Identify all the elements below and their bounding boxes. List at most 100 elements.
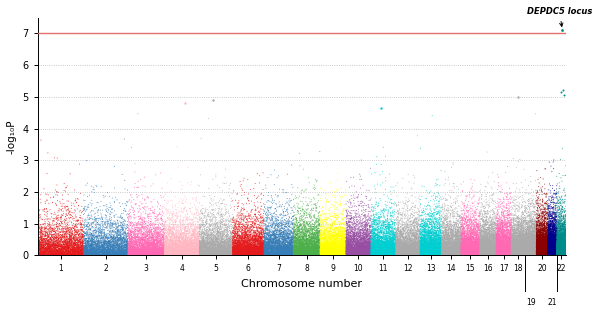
Point (367, 219, 376, 224)
Point (421, 251, 430, 256)
Point (301, 233, 311, 238)
Point (394, 228, 403, 233)
Point (304, 244, 313, 249)
Point (404, 253, 414, 258)
Point (544, 226, 553, 231)
Point (442, 243, 451, 248)
Point (529, 241, 539, 246)
Point (413, 249, 422, 255)
Point (389, 251, 398, 256)
Point (371, 249, 381, 254)
Point (557, 249, 567, 254)
Point (382, 251, 391, 256)
Point (203, 244, 213, 249)
Point (508, 238, 518, 243)
Point (467, 252, 477, 257)
Point (272, 238, 282, 243)
Point (557, 234, 567, 239)
Point (349, 240, 358, 245)
Point (61, 244, 71, 249)
Point (418, 244, 427, 249)
Point (325, 247, 334, 252)
Point (560, 241, 569, 246)
Point (109, 247, 118, 252)
Point (100, 242, 109, 247)
Point (389, 243, 399, 248)
Point (77, 251, 87, 256)
Point (416, 250, 426, 255)
Point (467, 240, 476, 245)
Point (125, 249, 134, 254)
Point (87, 224, 97, 229)
Point (49, 253, 58, 258)
Point (508, 249, 518, 254)
Point (560, 240, 569, 245)
Point (510, 233, 520, 238)
Point (277, 215, 286, 220)
Point (73, 238, 82, 243)
Point (552, 242, 562, 247)
Point (541, 247, 550, 252)
Point (44, 235, 53, 240)
Point (265, 251, 274, 256)
Point (65, 239, 75, 244)
Point (355, 250, 365, 255)
Point (497, 240, 507, 245)
Point (400, 253, 409, 258)
Point (485, 249, 495, 254)
Point (255, 243, 265, 249)
Point (559, 248, 568, 253)
Point (486, 214, 496, 219)
Point (506, 223, 515, 228)
Point (466, 228, 476, 233)
Point (511, 237, 521, 242)
Point (371, 244, 380, 249)
Point (446, 250, 455, 255)
Point (320, 244, 329, 249)
Point (490, 251, 499, 256)
Point (404, 249, 413, 254)
Point (376, 215, 385, 220)
Point (474, 253, 484, 258)
Point (522, 242, 532, 247)
Point (169, 246, 178, 251)
Point (436, 245, 445, 250)
Point (281, 249, 290, 254)
Point (508, 229, 518, 234)
Point (457, 211, 467, 216)
Point (560, 249, 570, 254)
Point (556, 244, 565, 249)
Point (523, 242, 532, 247)
Point (353, 251, 363, 256)
Point (403, 248, 412, 253)
Point (454, 243, 463, 249)
Point (160, 250, 169, 255)
Point (321, 236, 331, 241)
Point (235, 240, 244, 245)
Point (301, 238, 310, 243)
Point (509, 240, 519, 245)
Point (519, 227, 529, 232)
Point (529, 212, 538, 217)
Point (325, 228, 334, 233)
Point (236, 184, 245, 189)
Point (137, 245, 146, 250)
Point (419, 235, 429, 240)
Point (455, 226, 465, 231)
Point (363, 227, 373, 232)
Point (284, 236, 293, 241)
Point (557, 253, 567, 258)
Point (548, 240, 558, 245)
Point (472, 234, 481, 239)
Point (37, 251, 47, 256)
Point (405, 243, 415, 248)
Point (463, 252, 472, 257)
Point (485, 251, 495, 256)
Point (232, 238, 242, 243)
Point (244, 240, 254, 245)
Point (527, 248, 537, 253)
Point (302, 251, 311, 256)
Point (486, 251, 496, 256)
Point (561, 253, 571, 258)
Point (362, 249, 372, 254)
